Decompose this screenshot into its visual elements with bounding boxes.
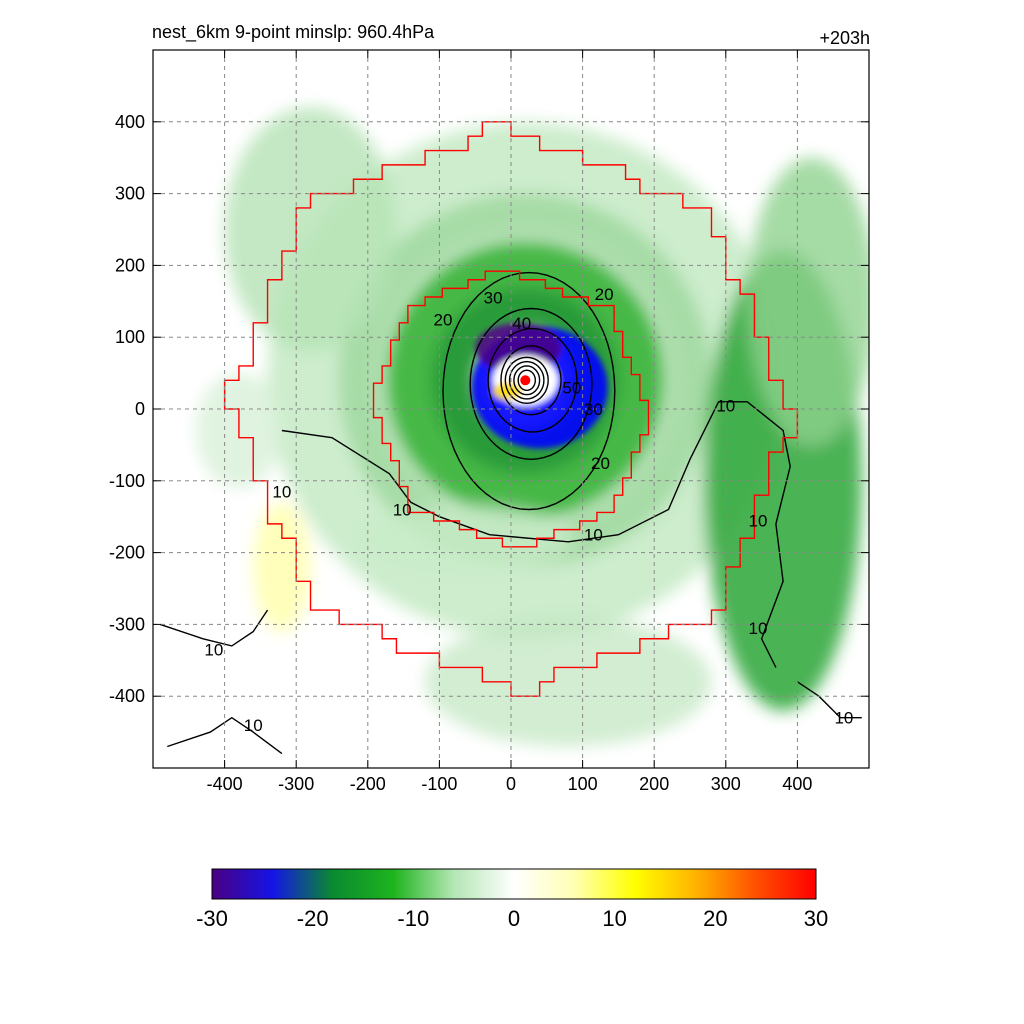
shade-band-southwest: [360, 505, 576, 571]
contour-label: 10: [749, 619, 768, 638]
x-tick-label: 0: [506, 774, 516, 794]
inner-domain-outline: [372, 270, 650, 548]
colorbar-tick-label: -30: [196, 906, 228, 931]
colorbar-tick-label: 20: [703, 906, 727, 931]
x-tick-label: -400: [207, 774, 243, 794]
contour-labels: 10 10 10 10 10 10 10 10 10 20 20 20 30 30 40 50: [204, 285, 853, 735]
contour-inner-1: [508, 360, 545, 400]
contour-label: 30: [584, 400, 603, 419]
outer-domain-outline: [223, 121, 799, 697]
colorbar-bar: [211, 868, 817, 900]
contour-label: 20: [595, 285, 614, 304]
y-tick-label: 100: [115, 327, 145, 347]
x-axis-ticks: -400 -300 -200 -100 0 100 200 300 400: [207, 50, 812, 794]
x-tick-label: 300: [711, 774, 741, 794]
contour-10-southeast: [797, 681, 862, 719]
contour-label: 10: [244, 716, 263, 735]
storm-center-marker: [520, 375, 531, 386]
y-tick-label: -200: [109, 543, 145, 563]
x-tick-label: 100: [568, 774, 598, 794]
contour-10-southwest: [167, 716, 283, 755]
x-tick-label: -300: [278, 774, 314, 794]
contour-50: [500, 345, 562, 416]
colorbar-tick-label: -20: [297, 906, 329, 931]
domain-outlines: [223, 121, 799, 697]
contour-label: 20: [434, 310, 453, 329]
contour-inner-0: [504, 356, 549, 405]
colorbar: -30 -20 -10 0 10 20 30: [196, 868, 828, 931]
colorbar-tick-label: 10: [602, 906, 626, 931]
colorbar-tick-label: 0: [508, 906, 520, 931]
contour-label: 10: [716, 396, 735, 415]
contour-30: [469, 307, 593, 461]
y-tick-label: -400: [109, 686, 145, 706]
y-axis-ticks: 400 300 200 100 0 -100 -200 -300 -400: [109, 112, 869, 706]
shade-band-northwest: [224, 107, 397, 352]
contour-label: 10: [749, 511, 768, 530]
y-tick-label: 200: [115, 255, 145, 275]
y-tick-label: -100: [109, 471, 145, 491]
contour-label: 10: [272, 483, 291, 502]
x-tick-label: -100: [421, 774, 457, 794]
x-tick-label: 200: [639, 774, 669, 794]
contour-label: 20: [591, 454, 610, 473]
colorbar-ticks: -30 -20 -10 0 10 20 30: [196, 906, 828, 931]
contour-label: 10: [204, 641, 223, 660]
x-tick-label: 400: [782, 774, 812, 794]
contour-inner-3: [517, 369, 536, 392]
colorbar-tick-label: -10: [397, 906, 429, 931]
y-tick-label: -300: [109, 614, 145, 634]
x-tick-label: -200: [350, 774, 386, 794]
field-layer: 10 10 10 10 10 10 10 10 10 20 20 20 30 30 40 50: [153, 50, 869, 768]
shade-band-northeast: [747, 157, 869, 445]
contour-label: 40: [512, 314, 531, 333]
y-tick-label: 300: [115, 184, 145, 204]
contour-label: 30: [484, 289, 503, 308]
forecast-hour-label: +203h: [819, 28, 870, 48]
contour-40: [487, 328, 578, 433]
contour-label: 10: [393, 501, 412, 520]
y-tick-label: 400: [115, 112, 145, 132]
contour-label: 10: [584, 526, 603, 545]
y-tick-label: 0: [135, 399, 145, 419]
contour-label: 10: [834, 709, 853, 728]
contour-20: [442, 271, 616, 511]
plot-title: nest_6km 9-point minslp: 960.4hPa: [152, 22, 435, 42]
contour-inner-2: [513, 365, 541, 396]
shade-yellow-patch: [253, 502, 311, 632]
colorbar-tick-label: 30: [804, 906, 828, 931]
contour-label: 50: [562, 378, 581, 397]
